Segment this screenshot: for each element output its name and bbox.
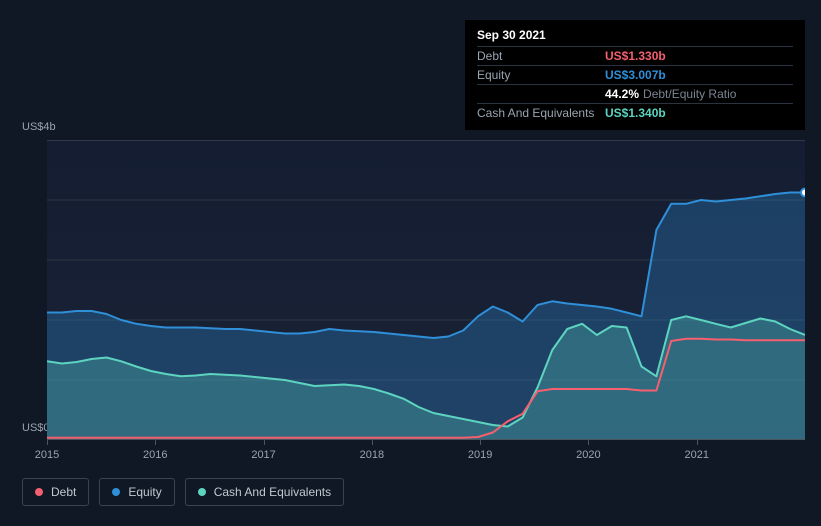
legend-dot-debt	[35, 488, 43, 496]
xtick-label: 2015	[35, 449, 59, 461]
legend-dot-equity	[112, 488, 120, 496]
xtick-label: 2017	[251, 449, 275, 461]
legend-dot-cash	[198, 488, 206, 496]
xtick-mark	[697, 439, 698, 445]
legend-item-cash[interactable]: Cash And Equivalents	[185, 478, 344, 506]
legend-label-debt: Debt	[51, 485, 76, 499]
xtick-label: 2018	[360, 449, 384, 461]
tooltip-row-equity: Equity US$3.007b	[477, 66, 793, 85]
xtick-mark	[47, 439, 48, 445]
tooltip-ratio-value: 44.2% Debt/Equity Ratio	[605, 87, 793, 101]
xtick-mark	[588, 439, 589, 445]
legend-item-equity[interactable]: Equity	[99, 478, 174, 506]
tooltip-equity-label: Equity	[477, 68, 605, 82]
chart-plot-area[interactable]	[47, 140, 805, 440]
x-axis: 2015201620172018201920202021	[47, 445, 805, 465]
legend: Debt Equity Cash And Equivalents	[22, 478, 344, 506]
xtick-mark	[155, 439, 156, 445]
legend-item-debt[interactable]: Debt	[22, 478, 89, 506]
tooltip-date: Sep 30 2021	[477, 28, 793, 47]
chart-svg	[47, 140, 805, 440]
yaxis-label-bottom: US$0	[22, 422, 50, 434]
tooltip-equity-value: US$3.007b	[605, 68, 793, 82]
xtick-mark	[372, 439, 373, 445]
xtick-label: 2019	[468, 449, 492, 461]
tooltip-debt-value: US$1.330b	[605, 49, 793, 63]
tooltip-row-cash: Cash And Equivalents US$1.340b	[477, 104, 793, 122]
tooltip-panel: Sep 30 2021 Debt US$1.330b Equity US$3.0…	[465, 20, 805, 130]
xtick-mark	[480, 439, 481, 445]
xtick-label: 2020	[576, 449, 600, 461]
yaxis-label-top: US$4b	[22, 121, 56, 133]
legend-label-equity: Equity	[128, 485, 161, 499]
legend-label-cash: Cash And Equivalents	[214, 485, 331, 499]
ratio-pct: 44.2%	[605, 87, 639, 101]
xtick-label: 2016	[143, 449, 167, 461]
tooltip-cash-label: Cash And Equivalents	[477, 106, 605, 120]
tooltip-row-debt: Debt US$1.330b	[477, 47, 793, 66]
tooltip-debt-label: Debt	[477, 49, 605, 63]
xtick-mark	[264, 439, 265, 445]
tooltip-cash-value: US$1.340b	[605, 106, 793, 120]
tooltip-row-ratio: 44.2% Debt/Equity Ratio	[477, 85, 793, 104]
tooltip-ratio-spacer	[477, 87, 605, 101]
xtick-label: 2021	[684, 449, 708, 461]
ratio-label: Debt/Equity Ratio	[643, 87, 736, 101]
